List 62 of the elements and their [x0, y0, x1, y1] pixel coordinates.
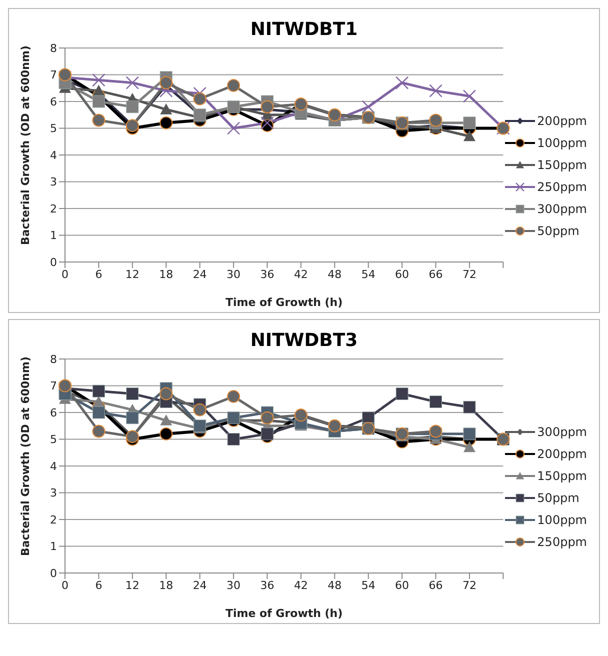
y-tick-label: 8 — [50, 42, 57, 55]
y-tick-label: 7 — [50, 380, 57, 393]
x-tick-label: 48 — [328, 578, 342, 592]
legend-label: 300ppm — [537, 425, 587, 439]
y-tick-label: 3 — [50, 486, 57, 500]
y-tick-label: 7 — [50, 68, 57, 82]
x-tick-label: 66 — [428, 268, 443, 281]
legend-label: 150ppm — [537, 158, 587, 172]
x-tick-label: 24 — [192, 578, 207, 592]
x-tick-label: 0 — [62, 268, 68, 281]
x-tick-label: 18 — [159, 268, 174, 281]
x-tick-label: 60 — [395, 268, 410, 281]
y-tick-label: 6 — [50, 406, 57, 420]
x-tick-label: 30 — [226, 268, 241, 281]
x-tick-label: 36 — [260, 268, 274, 281]
x-tick-label: 12 — [125, 578, 140, 592]
legend-label: 300ppm — [537, 202, 587, 216]
x-tick-label: 42 — [294, 578, 308, 592]
x-tick-label: 54 — [361, 268, 376, 281]
x-tick-label: 66 — [428, 578, 443, 592]
y-tick-label: 0 — [50, 256, 57, 269]
y-tick-label: 1 — [50, 229, 57, 242]
x-tick-label: 30 — [226, 578, 241, 592]
y-axis-title: Bacterial Growth (OD at 600nm) — [18, 356, 32, 556]
y-tick-label: 5 — [50, 433, 57, 446]
y-tick-label: 0 — [50, 566, 57, 580]
y-tick-label: 3 — [50, 176, 57, 189]
x-tick-label: 12 — [125, 268, 140, 281]
x-tick-label: 48 — [328, 268, 342, 281]
legend-label: 50ppm — [537, 491, 580, 505]
x-axis-title: Time of Growth (h) — [225, 296, 343, 309]
legend-label: 100ppm — [537, 136, 587, 150]
chart-title: NITWDBT3 — [249, 329, 359, 351]
x-tick-label: 0 — [62, 578, 68, 592]
y-tick-label: 2 — [50, 513, 57, 526]
y-axis-title: Bacterial Growth (OD at 600nm) — [18, 46, 32, 245]
y-tick-label: 5 — [50, 122, 57, 136]
legend-label: 150ppm — [537, 469, 587, 483]
legend-label: 200ppm — [537, 114, 587, 128]
x-tick-label: 36 — [260, 578, 274, 592]
x-tick-label: 6 — [95, 268, 102, 281]
legend-label: 100ppm — [537, 513, 587, 527]
y-tick-label: 1 — [50, 540, 57, 554]
x-tick-label: 54 — [361, 578, 376, 592]
y-tick-label: 2 — [50, 202, 57, 216]
x-tick-label: 18 — [159, 578, 174, 592]
legend-label: 200ppm — [537, 447, 587, 461]
y-tick-label: 4 — [50, 148, 57, 162]
x-tick-label: 60 — [395, 578, 410, 592]
y-tick-label: 4 — [50, 460, 57, 473]
x-axis-title: Time of Growth (h) — [225, 607, 343, 620]
x-tick-label: 24 — [192, 268, 207, 281]
legend-label: 250ppm — [537, 535, 587, 549]
y-tick-label: 6 — [50, 95, 57, 108]
legend-label: 250ppm — [537, 180, 587, 194]
y-tick-label: 8 — [50, 352, 57, 366]
x-tick-label: 72 — [462, 268, 476, 281]
x-tick-label: 72 — [462, 578, 476, 592]
legend-label: 50ppm — [537, 224, 580, 238]
x-tick-label: 6 — [95, 578, 102, 592]
x-tick-label: 42 — [294, 268, 308, 281]
chart-title: NITWDBT1 — [249, 18, 359, 40]
